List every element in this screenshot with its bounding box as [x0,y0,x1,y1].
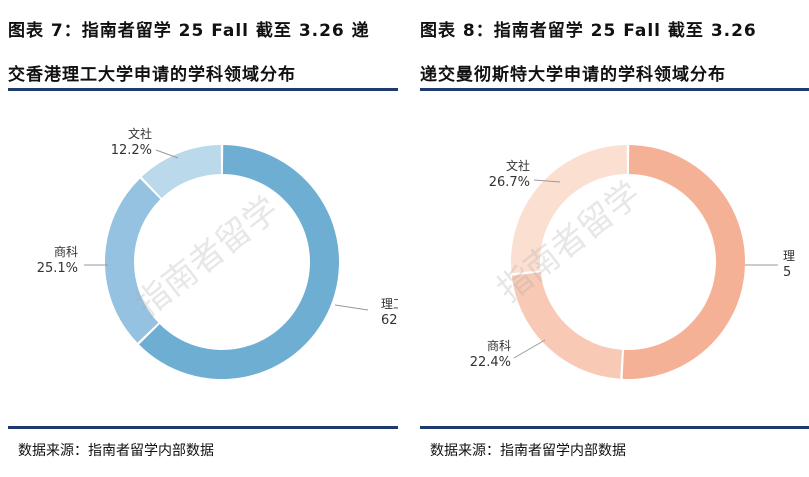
leader-line [334,304,369,311]
donut-slice-1 [622,145,745,379]
title-rule [8,88,398,91]
donut-slice-2 [105,178,161,343]
slice-label-percent: 5 [783,265,791,280]
donut-slice-3 [511,145,628,274]
chart-title-line1: 图表 8：指南者留学 25 Fall 截至 3.26 [420,21,757,41]
donut-chart-manchester: 理 5 商科 22.4% 文社 26.7% [470,145,795,379]
donut-slice-3 [141,145,222,198]
chart-panel-right: 图表 8：指南者留学 25 Fall 截至 3.26 递交曼彻斯特大学申请的学科… [412,0,809,477]
slice-label-percent: 12.2% [111,143,152,158]
slice-label-name: 文社 [506,158,530,173]
title-rule [420,88,809,91]
slice-label-percent: 22.4% [470,355,511,370]
slice-label-percent: 26.7% [489,175,530,190]
chart-panel-left: 图表 7：指南者留学 25 Fall 截至 3.26 递 交香港理工大学申请的学… [0,0,398,477]
source-rule [8,426,398,429]
slice-label-name: 文社 [128,126,152,141]
slice-label-name: 理 [783,249,795,263]
source-rule [420,426,809,429]
source-note: 数据来源：指南者留学内部数据 [430,443,626,459]
slice-label-name: 商科 [54,244,78,259]
slice-label-percent: 62 [381,313,398,328]
leader-line [533,179,561,183]
donut-slice-2 [511,272,623,379]
donut-slice-1 [139,145,339,379]
donut-chart-polyu: 理工 62 商科 25.1% 文社 12.2% [37,126,398,379]
slice-label-name: 商科 [487,338,511,353]
slice-label-percent: 25.1% [37,261,78,276]
chart-title-line2: 交香港理工大学申请的学科领域分布 [8,65,296,85]
source-note: 数据来源：指南者留学内部数据 [18,443,214,459]
chart-title-line1: 图表 7：指南者留学 25 Fall 截至 3.26 递 [8,21,370,41]
slice-label-name: 理工 [381,297,398,311]
leader-line [513,339,546,359]
leader-line [155,149,179,159]
chart-title-line2: 递交曼彻斯特大学申请的学科领域分布 [420,65,726,85]
